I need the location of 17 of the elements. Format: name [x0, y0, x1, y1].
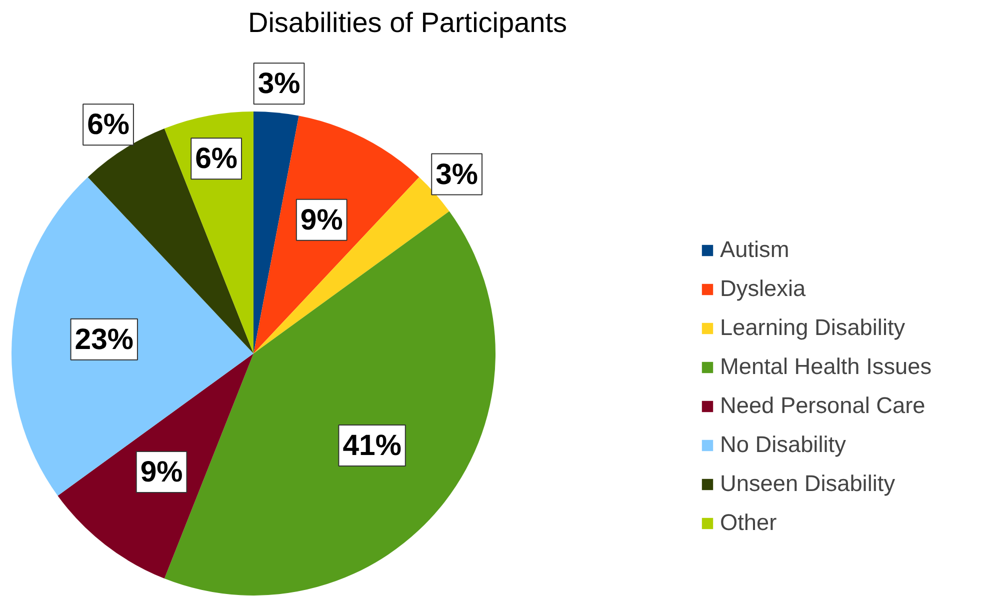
legend-label: Unseen Disability	[720, 470, 896, 497]
legend-label: Dyslexia	[720, 275, 806, 302]
data-label: 23%	[74, 322, 134, 356]
data-label: 41%	[342, 428, 402, 462]
data-label: 3%	[258, 67, 300, 100]
legend-label: Learning Disability	[720, 314, 906, 341]
data-label: 6%	[195, 142, 238, 176]
legend-label: No Disability	[720, 431, 846, 458]
legend-label: Autism	[720, 236, 790, 263]
data-label: 9%	[140, 456, 183, 489]
chart-title: Disabilities of Participants	[248, 7, 568, 38]
legend-label: Other	[720, 509, 777, 536]
legend-label: Mental Health Issues	[720, 353, 932, 380]
legend-label: Need Personal Care	[720, 392, 926, 419]
data-label: 3%	[436, 158, 478, 191]
data-label: 6%	[87, 108, 130, 142]
data-label: 9%	[300, 203, 343, 236]
